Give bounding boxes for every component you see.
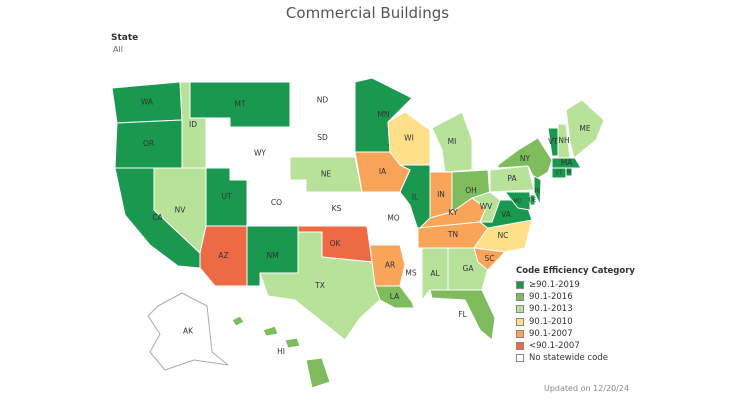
state-ks[interactable] [305,191,368,227]
legend-label: 90.1-2010 [529,316,573,327]
state-co[interactable] [246,179,307,227]
legend-item[interactable]: 90.1-2013 [516,303,635,315]
state-filter-label: State [111,33,139,43]
legend-swatch [516,317,524,326]
legend-item[interactable]: 90.1-2010 [516,316,635,328]
state-ri[interactable] [565,167,573,177]
legend-item[interactable]: 90.1-2007 [516,328,635,340]
legend-label: <90.1-2007 [529,341,580,352]
legend-swatch [516,354,524,363]
state-nj[interactable] [533,175,542,206]
state-ny[interactable] [497,137,553,181]
legend-label: 90.1-2007 [529,328,573,339]
state-hi[interactable] [231,315,331,389]
state-nd[interactable] [289,81,356,120]
legend-label: 90.1-2016 [529,292,573,303]
legend-label: No statewide code [529,353,608,364]
state-me[interactable] [565,99,605,159]
state-fl[interactable] [429,289,496,341]
state-ct[interactable] [551,167,567,179]
state-wy[interactable] [229,126,291,181]
state-in[interactable] [429,171,453,219]
state-az[interactable] [199,225,248,287]
state-sd[interactable] [289,118,356,158]
state-label-fl: FL [458,310,467,319]
legend-item[interactable]: <90.1-2007 [516,340,635,352]
legend-swatch [516,305,524,314]
legend-swatch [516,329,524,338]
legend-swatch [516,293,524,302]
legend-item[interactable]: 90.1-2016 [516,291,635,303]
state-wi[interactable] [387,111,431,166]
legend-title: Code Efficiency Category [516,266,635,276]
legend: Code Efficiency Category ≥90.1-2019 90.1… [516,266,635,364]
state-de[interactable] [529,194,536,206]
legend-swatch [516,281,524,290]
state-wa[interactable] [111,81,183,124]
chart-title: Commercial Buildings [285,4,450,22]
legend-item[interactable]: ≥90.1-2019 [516,279,635,291]
state-mi[interactable] [431,111,473,173]
state-sc[interactable] [473,247,506,271]
legend-label: 90.1-2013 [529,304,573,315]
updated-timestamp: Updated on 12/20/24 [544,384,630,393]
legend-item[interactable]: No statewide code [516,352,635,364]
state-or[interactable] [114,119,183,169]
state-filter-value[interactable]: All [113,45,123,54]
state-nc[interactable] [473,219,533,253]
state-vt[interactable] [547,127,559,157]
state-ak[interactable] [147,292,229,371]
state-ma[interactable] [551,157,582,169]
state-md[interactable] [504,191,531,211]
legend-swatch [516,342,524,351]
state-pa[interactable] [489,165,535,193]
legend-label: ≥90.1-2019 [529,280,580,291]
state-label-hi: HI [277,347,285,356]
